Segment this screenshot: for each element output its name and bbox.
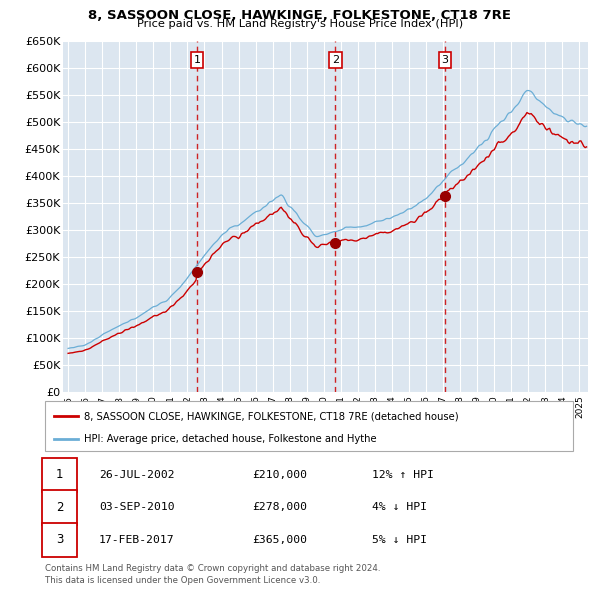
- Text: 4% ↓ HPI: 4% ↓ HPI: [372, 503, 427, 512]
- Text: £365,000: £365,000: [252, 535, 307, 545]
- Text: 1: 1: [56, 468, 63, 481]
- Text: Contains HM Land Registry data © Crown copyright and database right 2024.: Contains HM Land Registry data © Crown c…: [45, 565, 380, 573]
- Text: £210,000: £210,000: [252, 470, 307, 480]
- Text: HPI: Average price, detached house, Folkestone and Hythe: HPI: Average price, detached house, Folk…: [84, 434, 377, 444]
- Text: 8, SASSOON CLOSE, HAWKINGE, FOLKESTONE, CT18 7RE: 8, SASSOON CLOSE, HAWKINGE, FOLKESTONE, …: [89, 9, 511, 22]
- Text: 2: 2: [56, 501, 63, 514]
- Text: 8, SASSOON CLOSE, HAWKINGE, FOLKESTONE, CT18 7RE (detached house): 8, SASSOON CLOSE, HAWKINGE, FOLKESTONE, …: [84, 411, 458, 421]
- Text: £278,000: £278,000: [252, 503, 307, 512]
- Text: 03-SEP-2010: 03-SEP-2010: [99, 503, 175, 512]
- Text: 26-JUL-2002: 26-JUL-2002: [99, 470, 175, 480]
- Text: 2: 2: [332, 55, 339, 65]
- Text: This data is licensed under the Open Government Licence v3.0.: This data is licensed under the Open Gov…: [45, 576, 320, 585]
- Text: Price paid vs. HM Land Registry's House Price Index (HPI): Price paid vs. HM Land Registry's House …: [137, 19, 463, 29]
- Text: 3: 3: [442, 55, 449, 65]
- Text: 3: 3: [56, 533, 63, 546]
- Text: 5% ↓ HPI: 5% ↓ HPI: [372, 535, 427, 545]
- Text: 12% ↑ HPI: 12% ↑ HPI: [372, 470, 434, 480]
- Text: 17-FEB-2017: 17-FEB-2017: [99, 535, 175, 545]
- Text: 1: 1: [194, 55, 200, 65]
